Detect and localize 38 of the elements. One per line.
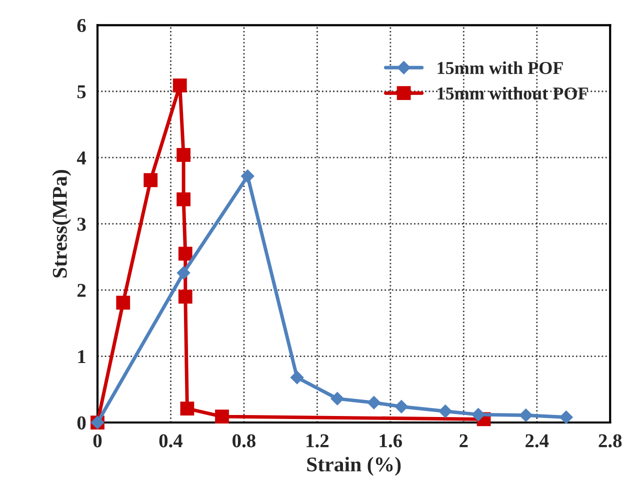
point: [330, 392, 344, 406]
point: [472, 408, 485, 422]
x-tick-label: 2.4: [526, 434, 549, 448]
point: [172, 78, 187, 92]
x-tick-label: 2: [460, 434, 468, 448]
x-tick-label: 2.8: [598, 434, 622, 448]
y-axis-title: Stress(MPa): [52, 170, 72, 278]
x-tick-label: 0.8: [232, 434, 256, 448]
point: [438, 404, 452, 418]
x-tick-label: 1.2: [306, 434, 329, 448]
y-tick-label: 0: [77, 416, 86, 430]
y-tick-label: 1: [78, 350, 86, 364]
y-tick-label: 4: [76, 152, 86, 164]
y-tick-label: 2: [77, 284, 86, 297]
legend-label: 15mm without POF: [438, 86, 588, 100]
point: [176, 266, 190, 280]
y-tick-label: 6: [77, 19, 86, 32]
x-tick-label: 0.4: [159, 434, 183, 448]
point: [116, 296, 130, 310]
y-tick-label: 3: [77, 218, 86, 231]
y-tick-label: 5: [77, 85, 86, 98]
point: [394, 400, 408, 414]
point: [560, 410, 573, 424]
point: [367, 396, 381, 410]
point: [176, 148, 190, 162]
point: [290, 370, 304, 384]
point: [519, 408, 532, 422]
point: [215, 410, 229, 424]
point: [178, 290, 192, 304]
x-tick-label: 1.6: [380, 434, 402, 448]
point: [176, 192, 190, 206]
x-axis-title: Strain (%): [307, 456, 401, 476]
point: [241, 170, 254, 183]
point: [144, 173, 158, 188]
point: [178, 246, 192, 261]
x-tick-label: 0: [93, 434, 102, 448]
point: [180, 402, 194, 416]
legend-label: 15mm with POF: [438, 61, 563, 74]
